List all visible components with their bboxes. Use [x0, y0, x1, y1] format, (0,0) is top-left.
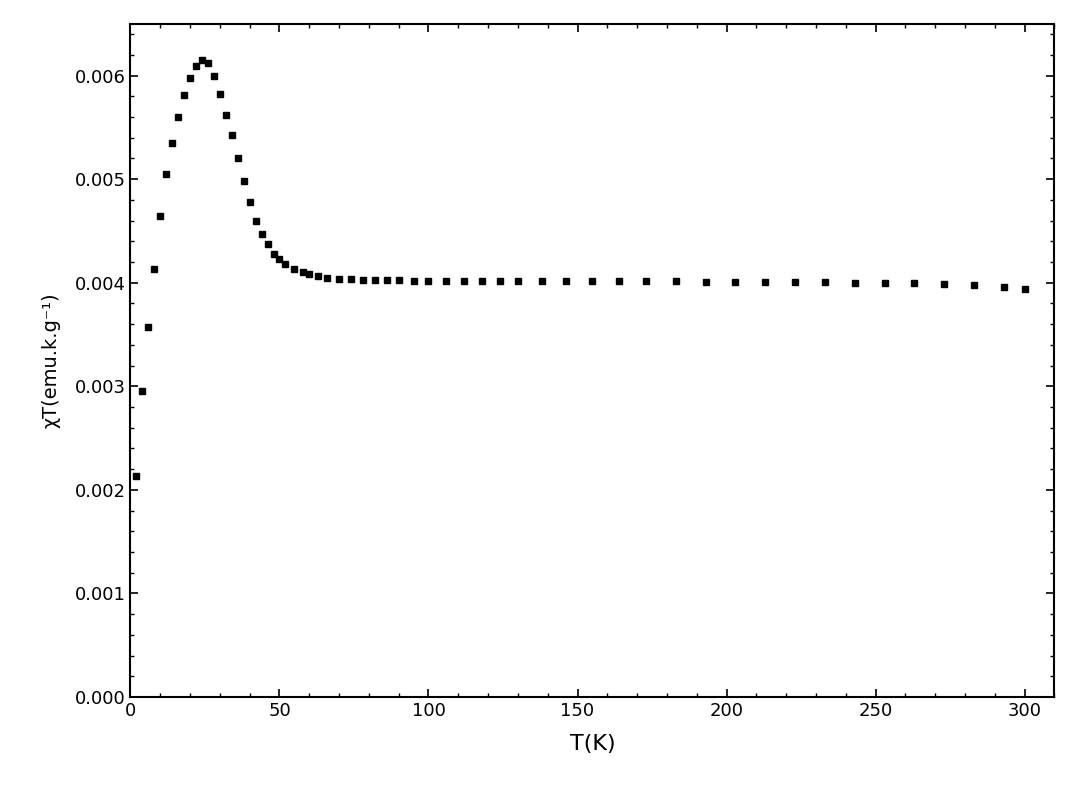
X-axis label: T(K): T(K)	[570, 733, 615, 754]
Y-axis label: χT(emu.k.g⁻¹): χT(emu.k.g⁻¹)	[41, 292, 61, 428]
